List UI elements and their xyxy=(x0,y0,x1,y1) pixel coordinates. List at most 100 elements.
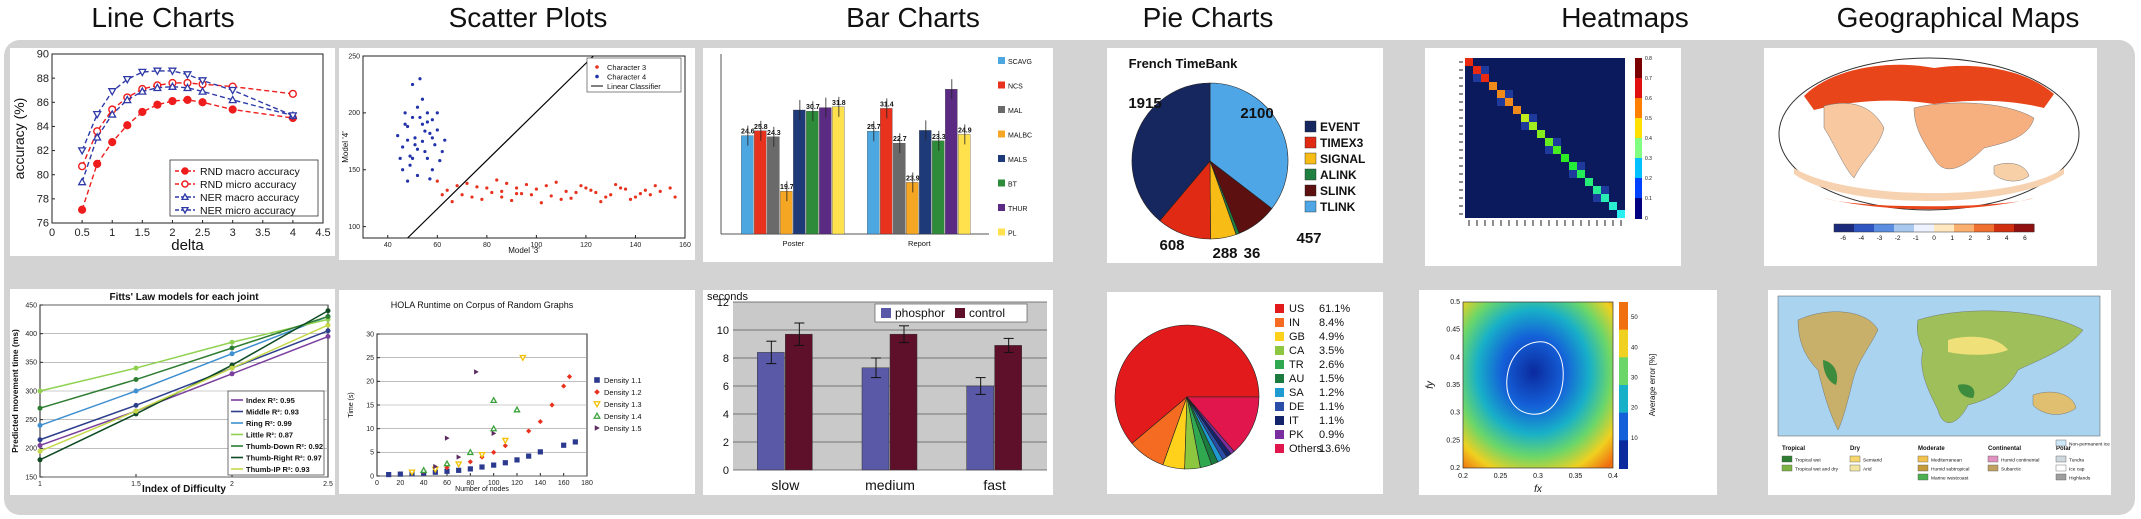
series-line xyxy=(39,318,329,392)
legend-label: DE xyxy=(1289,401,1304,413)
legend-label: Subarctic xyxy=(2001,467,2022,473)
y-tick-label: 300 xyxy=(25,388,37,395)
bar xyxy=(819,107,832,235)
data-point xyxy=(489,396,498,403)
legend-label: Humid subtropical xyxy=(1931,467,1969,473)
legend-label: Density 1.4 xyxy=(604,412,642,421)
colorbar-tick-label: 3 xyxy=(1987,235,1991,242)
data-point xyxy=(526,428,532,434)
data-point xyxy=(505,181,509,185)
data-point xyxy=(443,138,447,142)
heatmap-cell xyxy=(1481,74,1489,82)
y-axis-label: accuracy (%) xyxy=(11,98,27,180)
legend-label: Marine westcoast xyxy=(1931,476,1969,482)
legend-marker xyxy=(593,401,601,409)
tile-map-temperature: -6 -4 -3 -2 -1 0 1 2 3 4 6 xyxy=(1764,48,2097,266)
data-point xyxy=(37,422,43,428)
bar xyxy=(945,89,958,235)
heatmap-cell xyxy=(1473,74,1481,82)
y-tick-label: 15 xyxy=(366,402,374,409)
bar xyxy=(994,345,1022,471)
x-tick-label: 60 xyxy=(433,242,441,249)
colorbar-tick-label: 2 xyxy=(1969,235,1973,242)
data-point xyxy=(107,109,117,118)
pie-slice xyxy=(1186,396,1260,452)
data-point xyxy=(183,95,192,104)
legend-label: NER micro accuracy xyxy=(200,205,296,217)
legend-value: 4.9% xyxy=(1319,331,1344,343)
x-tick-label: 80 xyxy=(466,480,474,487)
colorbar-segment xyxy=(1954,224,1975,232)
data-point xyxy=(478,451,486,459)
legend-value: 13.6% xyxy=(1319,443,1350,455)
x-tick-label: 3.5 xyxy=(255,227,270,239)
legend-swatch xyxy=(1275,444,1284,453)
data-point xyxy=(526,453,532,459)
legend-group-title: Continental xyxy=(1988,446,2021,452)
data-point xyxy=(92,132,102,141)
data-label: 23.9 xyxy=(906,175,920,182)
bar xyxy=(757,352,785,471)
legend-group-title: Moderate xyxy=(1918,446,1945,452)
legend-value: 0.9% xyxy=(1319,429,1344,441)
x-tick-label: 0.2 xyxy=(1458,473,1468,480)
data-point xyxy=(397,471,403,477)
data-point xyxy=(668,186,672,190)
x-axis-label: Number of nodes xyxy=(455,486,509,493)
x-axis-label: delta xyxy=(171,237,204,254)
legend-swatch xyxy=(1275,430,1284,439)
heatmap-cell xyxy=(1593,194,1601,202)
legend-swatch xyxy=(1275,318,1284,327)
colorbar-segment xyxy=(1974,224,1995,232)
legend-label: ALINK xyxy=(1320,168,1357,182)
data-point xyxy=(228,95,238,104)
data-point xyxy=(37,405,43,411)
data-point xyxy=(450,200,454,204)
legend-label: Thumb-Right R²: 0.97 xyxy=(246,454,322,463)
data-point xyxy=(229,371,235,377)
data-point xyxy=(425,156,429,160)
legend-swatch xyxy=(998,81,1005,89)
colorbar-segment xyxy=(1619,302,1628,331)
x-tick-label: 3 xyxy=(230,227,236,239)
plot-frame xyxy=(362,55,686,239)
legend-label: CA xyxy=(1289,345,1305,357)
colorbar-segment xyxy=(1635,118,1642,139)
heatmap-cell xyxy=(1601,194,1609,202)
data-point xyxy=(408,163,412,167)
data-point xyxy=(288,89,297,98)
y-tick-label: 25 xyxy=(366,355,374,362)
data-point xyxy=(133,365,139,371)
legend-label: EVENT xyxy=(1320,120,1361,134)
legend-swatch xyxy=(1917,473,1929,481)
heatmap-cell xyxy=(1553,146,1561,154)
y-axis-label: fy xyxy=(1425,380,1436,389)
heatmap-cell xyxy=(1505,90,1513,98)
data-point xyxy=(405,138,410,142)
legend-swatch xyxy=(1987,455,1999,463)
colorbar-tick-label: 0 xyxy=(1645,216,1648,222)
legend-swatch xyxy=(998,130,1005,138)
tile-pie-countries: US 61.1% IN 8.4% GB 4.9% CA 3.5% TR 2.6% AU 1.5% SA 1… xyxy=(1107,292,1383,494)
legend-swatch xyxy=(1781,464,1793,472)
data-point xyxy=(554,180,558,184)
heatmap-cell xyxy=(1617,210,1625,218)
legend-swatch xyxy=(1275,304,1284,313)
slice-label: 608 xyxy=(1159,237,1184,254)
landmass-eurasia-africa xyxy=(1913,102,2035,169)
legend-marker xyxy=(181,167,189,175)
map-temperature: -6 -4 -3 -2 -1 0 1 2 3 4 6 xyxy=(1778,57,2080,242)
legend-swatch xyxy=(2055,439,2067,447)
tile-bar-seconds: 0 2 4 6 8 10 12 seconds slow medium fast phosphor co… xyxy=(703,290,1053,495)
data-point xyxy=(77,177,87,186)
legend-swatch xyxy=(1275,416,1284,425)
data-point xyxy=(229,345,235,351)
category-label: Report xyxy=(908,239,931,248)
heatmap-cell xyxy=(1521,114,1529,122)
data-point xyxy=(534,187,538,191)
heatmap-cell xyxy=(1497,90,1505,98)
colorbar-tick-label: -1 xyxy=(1913,235,1919,242)
y-tick-label: 250 xyxy=(25,417,37,424)
legend-label: GB xyxy=(1289,331,1305,343)
y-tick-label: 30 xyxy=(366,331,374,338)
